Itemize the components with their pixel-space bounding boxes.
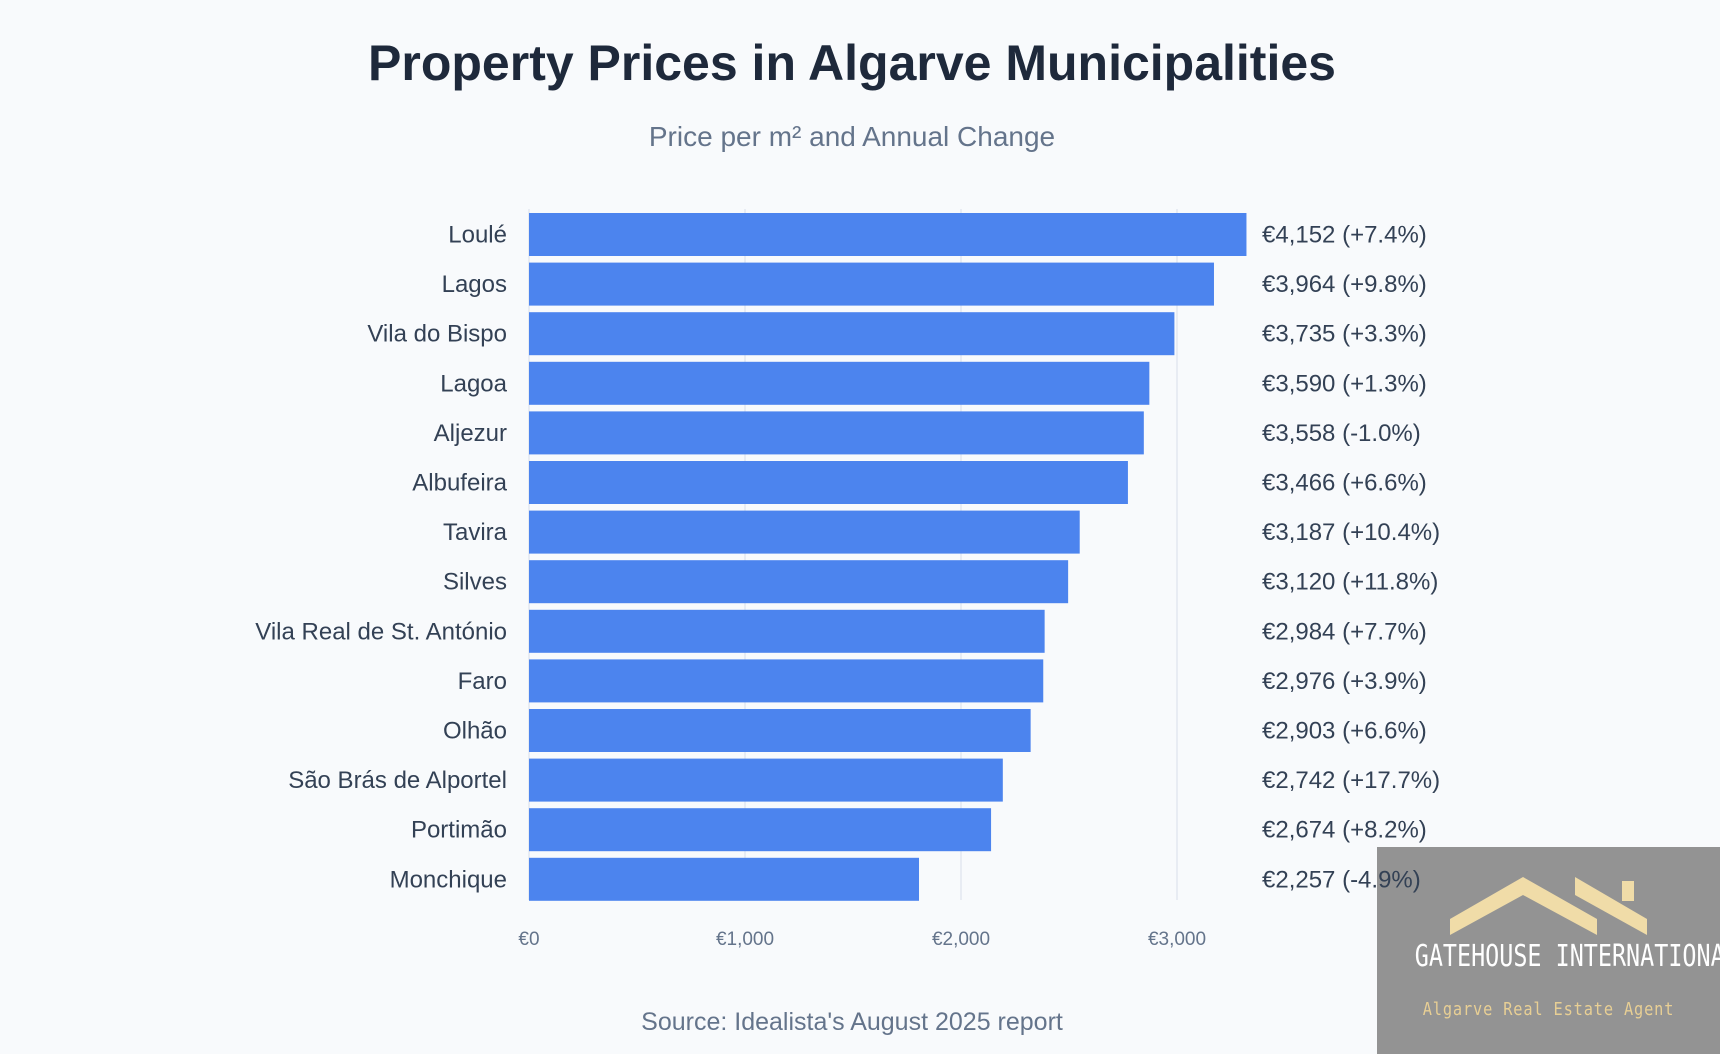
bar xyxy=(529,213,1247,256)
bar xyxy=(529,659,1044,703)
bar xyxy=(529,609,1045,653)
category-label: Tavira xyxy=(443,519,508,546)
x-tick-label: €2,000 xyxy=(932,929,990,950)
chart-subtitle: Price per m² and Annual Change xyxy=(648,121,1056,152)
x-tick-label: €0 xyxy=(518,929,539,950)
category-label: Vila Real de St. António xyxy=(255,618,507,645)
bar xyxy=(529,411,1144,455)
chart-title: Property Prices in Algarve Municipalitie… xyxy=(368,35,1336,91)
category-label: Aljezur xyxy=(434,420,507,447)
bar xyxy=(529,510,1080,554)
bar xyxy=(529,857,920,901)
data-label: €4,152 (+7.4%) xyxy=(1262,222,1427,249)
category-label: Lagos xyxy=(442,271,507,298)
category-label: Olhão xyxy=(443,718,507,745)
category-label: Lagoa xyxy=(440,370,507,397)
data-label: €2,976 (+3.9%) xyxy=(1262,668,1427,695)
category-label: Albufeira xyxy=(412,470,507,497)
category-label: Faro xyxy=(458,668,507,695)
x-tick-label: €1,000 xyxy=(716,929,774,950)
category-label: Loulé xyxy=(448,222,507,249)
data-label: €3,964 (+9.8%) xyxy=(1262,271,1427,298)
data-label: €3,120 (+11.8%) xyxy=(1262,569,1438,596)
category-label: Portimão xyxy=(411,817,507,844)
data-label: €3,590 (+1.3%) xyxy=(1262,370,1427,397)
bar xyxy=(529,461,1128,504)
data-label: €3,558 (-1.0%) xyxy=(1262,420,1421,447)
data-label: €3,735 (+3.3%) xyxy=(1262,321,1427,348)
bar xyxy=(529,361,1150,405)
data-label: €2,674 (+8.2%) xyxy=(1262,817,1427,844)
category-label: Vila do Bispo xyxy=(367,321,507,348)
category-label: Silves xyxy=(443,569,507,596)
watermark-tagline: Algarve Real Estate Agent xyxy=(1422,999,1675,1020)
bar xyxy=(529,709,1031,752)
roof-logo-icon xyxy=(1450,877,1647,935)
watermark-name: GATEHOUSE INTERNATIONAL xyxy=(1414,939,1720,974)
category-label: Monchique xyxy=(390,866,507,893)
bar xyxy=(529,758,1003,802)
data-label: €3,466 (+6.6%) xyxy=(1262,470,1427,497)
source-note: Source: Idealista's August 2025 report xyxy=(641,1008,1063,1036)
data-label: €2,742 (+17.7%) xyxy=(1262,767,1440,794)
bar xyxy=(529,312,1175,356)
category-label: São Brás de Alportel xyxy=(288,767,507,794)
data-label: €2,903 (+6.6%) xyxy=(1262,718,1427,745)
x-tick-label: €3,000 xyxy=(1148,929,1206,950)
data-label: €3,187 (+10.4%) xyxy=(1262,519,1440,546)
bar xyxy=(529,808,992,852)
watermark-logo: GATEHOUSE INTERNATIONAL Algarve Real Est… xyxy=(1377,847,1720,1054)
bar xyxy=(529,560,1069,604)
data-label: €2,984 (+7.7%) xyxy=(1262,618,1427,645)
bar xyxy=(529,262,1214,306)
